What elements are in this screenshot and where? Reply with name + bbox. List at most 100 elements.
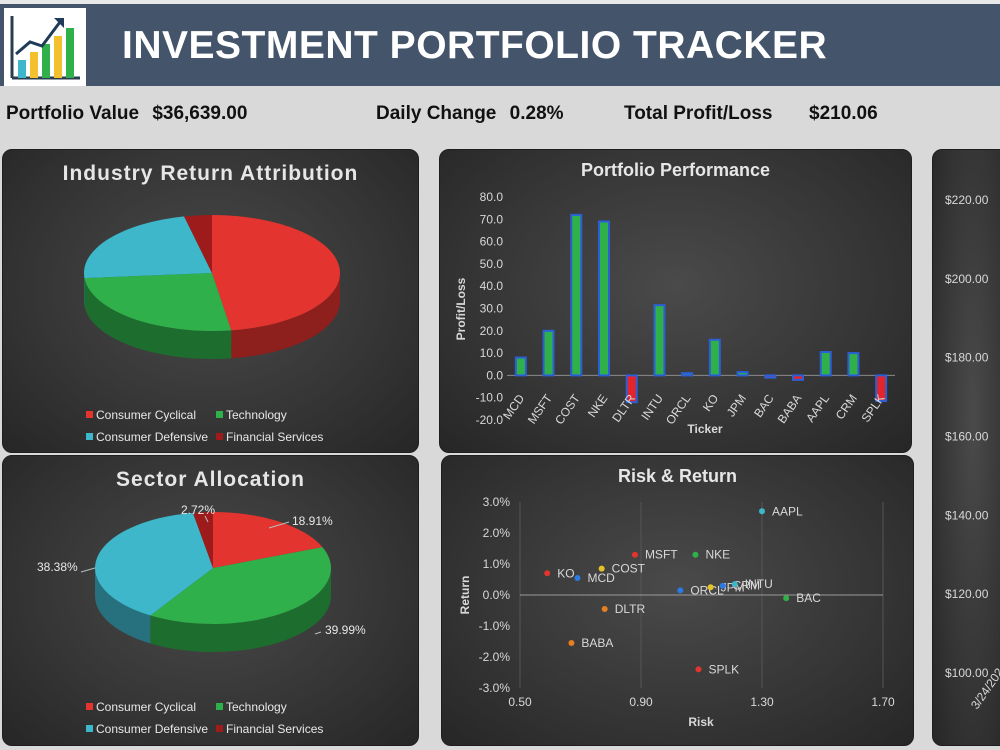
data-label: 38.38% <box>37 560 78 574</box>
bar-cost <box>570 213 583 377</box>
y-tick-label: 3.0% <box>483 495 511 509</box>
scatter-point-msft <box>631 551 638 558</box>
x-axis-label: Risk <box>688 715 714 729</box>
bar-baba <box>792 374 804 381</box>
x-tick-label: COST <box>552 391 583 427</box>
scatter-point-crm <box>719 582 726 589</box>
point-label: MCD <box>587 571 615 585</box>
pie-slice-side <box>95 568 151 644</box>
daily-change-value: 0.28% <box>509 103 564 124</box>
scatter-point-splk <box>695 666 702 673</box>
bar-nke <box>598 220 610 377</box>
pie-slice-consumer-cyclical <box>212 215 340 331</box>
pie-slice-technology <box>150 547 332 624</box>
pie-slice-consumer-defensive <box>83 216 212 279</box>
y-tick-label: 0.0 <box>486 368 503 382</box>
x-tick-label: BABA <box>775 392 805 426</box>
bar-intu <box>653 304 666 377</box>
x-tick-label: 1.30 <box>750 695 774 709</box>
x-tick-label: AAPL <box>803 391 832 424</box>
point-label: AAPL <box>772 504 803 518</box>
daily-change: Daily Change 0.28% <box>376 103 564 125</box>
risk-return-scatter-chart: 0.50 0.90 1.30 1.70 3.0% 2.0% 1.0% 0.0% -1.0% -2.… <box>458 495 895 729</box>
scatter-point-intu <box>731 581 738 588</box>
scatter-point-bac <box>783 595 790 602</box>
page-title: INVESTMENT PORTFOLIO TRACKER <box>122 24 828 67</box>
bar-mcd <box>514 356 527 377</box>
legend-swatch <box>86 725 93 732</box>
price-history-chart: $220.00 $200.00 $180.00 $160.00 $140.00 $120.… <box>945 193 1000 712</box>
y-tick-label: -2.0% <box>479 650 511 664</box>
y-tick-label: 20.0 <box>480 324 504 338</box>
bar-dltr <box>625 374 638 404</box>
point-label: ORCL <box>690 583 724 597</box>
pie-slice-technology <box>84 273 232 331</box>
bar-ko <box>708 338 721 377</box>
bar-crm <box>847 352 860 377</box>
x-tick-label: SPLK <box>859 392 888 425</box>
legend-item: Consumer Cyclical <box>96 700 196 714</box>
bar-aapl <box>819 350 832 377</box>
portfolio-performance-bar-chart: 80.0 70.0 60.0 50.0 40.0 30.0 20.0 10.0 0.0 -10.0… <box>454 190 895 436</box>
legend-swatch <box>86 703 93 710</box>
y-tick-label: 80.0 <box>480 190 504 204</box>
leader-line <box>204 515 209 523</box>
price-history-panel[interactable]: $220.00 $200.00 $180.00 $160.00 $140.00 $120.… <box>932 149 1000 746</box>
data-label: 18.91% <box>292 514 333 528</box>
y-tick-label: 0.0% <box>483 588 511 602</box>
legend-item: Financial Services <box>226 430 323 444</box>
y-tick-label: $200.00 <box>945 272 989 286</box>
y-tick-label: $220.00 <box>945 193 989 207</box>
x-tick-label: MSFT <box>525 391 556 426</box>
total-pl-value: $210.06 <box>809 103 878 124</box>
legend-swatch <box>216 433 223 440</box>
scatter-point-jpm <box>707 584 714 591</box>
legend-swatch <box>86 433 93 440</box>
point-label: COST <box>612 562 646 576</box>
portfolio-value-label: Portfolio Value <box>6 103 140 124</box>
y-tick-label: -10.0 <box>476 391 504 405</box>
y-tick-label: 60.0 <box>480 235 504 249</box>
header-banner: INVESTMENT PORTFOLIO TRACKER <box>0 4 1000 86</box>
y-tick-label: 1.0% <box>483 557 511 571</box>
point-label: JPM <box>721 580 745 594</box>
portfolio-performance-panel[interactable]: Portfolio Performance 80.0 70.0 60.0 50.0 40… <box>439 149 912 453</box>
point-label: BAC <box>796 591 821 605</box>
risk-return-title: Risk & Return <box>617 466 738 486</box>
total-pl-label: Total Profit/Loss <box>624 103 773 124</box>
y-axis-label: Return <box>458 576 472 615</box>
y-tick-label: 30.0 <box>480 302 504 316</box>
growth-chart-icon <box>4 8 86 86</box>
x-tick-label: MCD <box>500 391 527 422</box>
x-tick-label: BAC <box>751 391 777 420</box>
pie-slice-financial-services <box>184 215 212 273</box>
pie-slice-consumer-defensive <box>94 512 213 616</box>
scatter-point-nke <box>692 551 699 558</box>
x-tick-label: 0.50 <box>508 695 532 709</box>
x-tick-label: INTU <box>638 392 666 423</box>
scatter-point-dltr <box>601 605 608 612</box>
y-tick-label: $140.00 <box>945 508 989 522</box>
legend-item: Technology <box>226 408 287 422</box>
industry-return-title: Industry Return Attribution <box>62 162 359 185</box>
daily-change-label: Daily Change <box>376 103 497 124</box>
legend-swatch <box>216 411 223 418</box>
pie-slice-side <box>231 273 340 359</box>
pie-slice-side <box>84 278 232 359</box>
data-label: 39.99% <box>325 623 366 637</box>
bar-jpm <box>736 371 749 377</box>
point-label: KO <box>557 566 574 580</box>
point-label: DLTR <box>615 602 646 616</box>
y-tick-label: 10.0 <box>480 346 504 360</box>
point-label: BABA <box>581 636 613 650</box>
risk-return-panel[interactable]: Risk & Return 0.50 0.90 1.30 1.70 3.0% 2.0% 1.… <box>441 455 914 746</box>
sector-allocation-panel[interactable]: Sector Allocation 18.91% 39.99% 38.38% 2.72… <box>2 455 419 746</box>
point-label: INTU <box>745 577 773 591</box>
industry-return-panel[interactable]: Industry Return Attribution Consumer Cyc… <box>2 149 419 453</box>
x-tick-label: CRM <box>833 392 860 422</box>
legend-item: Consumer Cyclical <box>96 408 196 422</box>
point-label: CRM <box>733 579 760 593</box>
scatter-point-baba <box>568 640 575 647</box>
y-tick-label: -1.0% <box>479 619 511 633</box>
x-tick-label: JPM <box>724 392 749 420</box>
